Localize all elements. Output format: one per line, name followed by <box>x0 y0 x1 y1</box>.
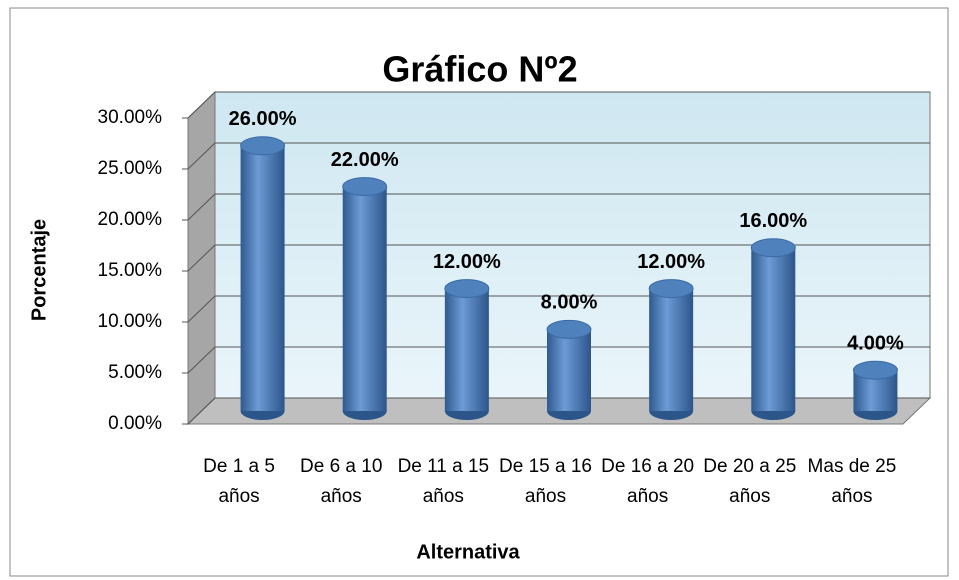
bar <box>240 145 285 412</box>
data-label: 26.00% <box>229 108 297 130</box>
bar <box>649 288 694 411</box>
bar-cap <box>546 319 592 339</box>
y-tick-label: 30.00% <box>98 107 163 128</box>
x-tick-label: De 15 a 16 años <box>499 456 592 507</box>
x-tick-label: De 6 a 10 años <box>300 456 383 507</box>
data-label: 22.00% <box>331 149 399 171</box>
y-axis-label: Porcentaje <box>28 219 50 321</box>
bar-cap <box>240 136 286 156</box>
data-label: 12.00% <box>433 251 501 273</box>
y-tick-label: 15.00% <box>98 260 163 281</box>
grid-line-side <box>187 244 216 272</box>
data-label: 4.00% <box>847 332 904 354</box>
y-tick-label: 0.00% <box>108 413 162 434</box>
grid-line-side <box>187 193 216 221</box>
grid-line-side <box>187 91 216 119</box>
x-tick-label: De 20 a 25 años <box>703 456 797 507</box>
x-tick-label: Mas de 25 años <box>807 456 897 507</box>
y-tick-label: 25.00% <box>98 158 163 179</box>
grid-line-side <box>187 346 216 374</box>
bar <box>751 247 796 411</box>
x-tick-label: De 1 a 5 años <box>203 456 275 507</box>
chart-title: Gráfico Nº2 <box>382 49 577 90</box>
y-tick-label: 10.00% <box>98 311 163 332</box>
bar-cap <box>648 279 694 299</box>
grid-line-side <box>187 397 216 425</box>
x-tick-label: De 11 a 15 años <box>397 456 490 507</box>
bar-cap <box>852 360 898 380</box>
x-axis-label: Alternativa <box>416 541 520 563</box>
grid-line-side <box>187 295 216 323</box>
bar <box>547 329 591 411</box>
bar <box>342 186 387 411</box>
data-label: 12.00% <box>637 251 705 273</box>
x-tick-label: De 16 a 20 años <box>601 456 695 507</box>
bar <box>444 288 489 411</box>
data-label: 8.00% <box>541 292 598 314</box>
bar-cap <box>342 177 388 197</box>
bar-cap <box>750 238 796 258</box>
data-label: 16.00% <box>739 210 807 232</box>
y-tick-label: 5.00% <box>108 362 162 383</box>
grid-line-side <box>187 142 216 170</box>
bar-cap <box>444 279 490 299</box>
y-tick-label: 20.00% <box>98 209 163 230</box>
